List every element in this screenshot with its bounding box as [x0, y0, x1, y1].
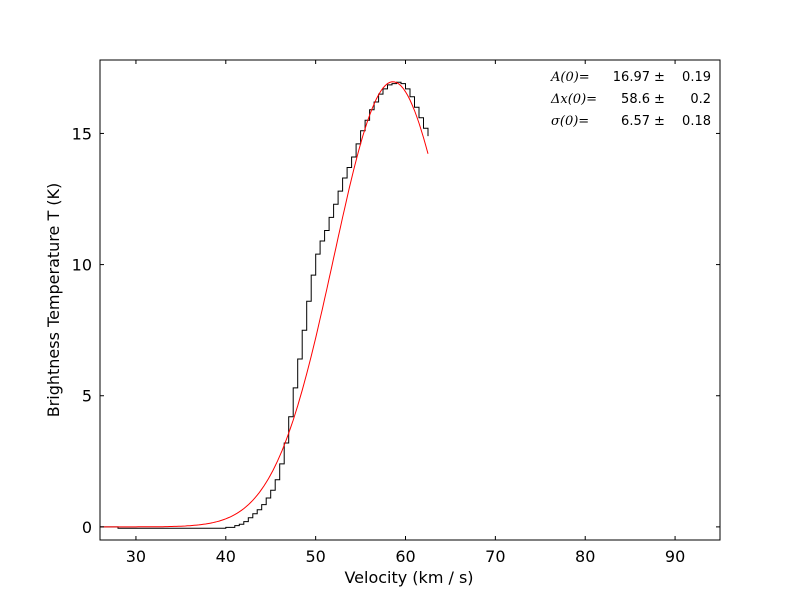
gaussian-fit-line: [100, 81, 429, 528]
x-tick-label: 50: [305, 547, 325, 566]
axis-ticks: 30 40 50 60 70 80 90 0 5 10 15: [72, 60, 720, 566]
fit-parameters: A(0)= 16.97 ±0.19 Δx(0)= 58.6 ±0.2 σ(0)= 6.57 ±0…: [550, 70, 711, 129]
x-tick-label: 60: [395, 547, 415, 566]
fit-param-pm: ±: [654, 114, 665, 129]
x-tick-label: 40: [216, 547, 236, 566]
fit-param-label: Δx(0)=: [550, 92, 597, 107]
fit-param-value: 16.97: [613, 70, 650, 85]
y-tick-label: 15: [72, 124, 92, 143]
x-tick-label: 30: [126, 547, 146, 566]
y-tick-label: 10: [72, 256, 92, 275]
x-tick-label: 90: [665, 547, 685, 566]
fit-param-error: 0.2: [690, 92, 711, 107]
x-axis-label: Velocity (km / s): [344, 568, 473, 587]
plot-area: [100, 81, 429, 529]
fit-param-pm: ±: [654, 92, 665, 107]
fit-param-value: 6.57: [621, 114, 650, 129]
fit-param-label: σ(0)=: [551, 114, 589, 129]
fit-param-pm: ±: [654, 70, 665, 85]
fit-param-error: 0.18: [682, 114, 711, 129]
fit-param-value: 58.6: [621, 92, 650, 107]
y-tick-label: 0: [82, 518, 92, 537]
axes-frame: [99, 59, 721, 541]
x-tick-label: 70: [485, 547, 505, 566]
y-tick-label: 5: [82, 387, 92, 406]
spectrum-step-line: [100, 81, 429, 529]
y-axis-label: Brightness Temperature T (K): [44, 183, 63, 418]
x-tick-label: 80: [575, 547, 595, 566]
fit-param-error: 0.19: [682, 70, 711, 85]
fit-param-label: A(0)=: [550, 70, 590, 85]
